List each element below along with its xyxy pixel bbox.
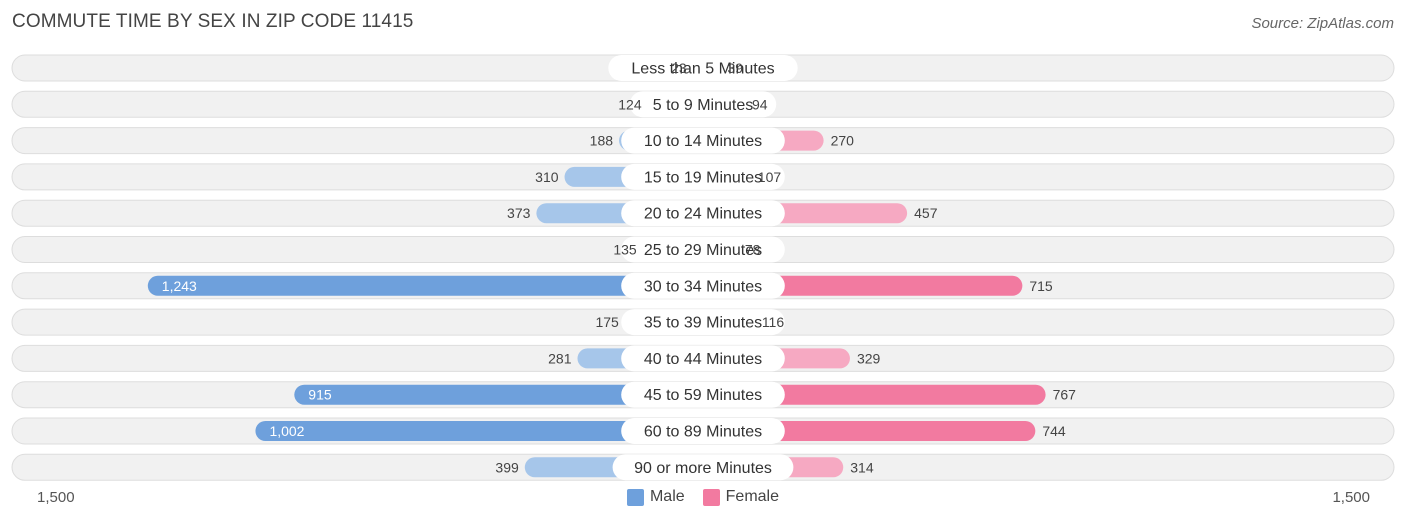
source-label: Source: ZipAtlas.com	[1251, 15, 1394, 32]
legend-male-label: Male	[649, 488, 685, 505]
female-value-label: 329	[857, 350, 881, 366]
male-value-label: 399	[495, 459, 519, 475]
legend: Male Female	[0, 488, 1406, 506]
category-label: 60 to 89 Minutes	[644, 424, 762, 441]
female-value-label: 457	[914, 205, 938, 221]
category-pill	[621, 127, 785, 154]
male-value-label: 188	[590, 133, 614, 149]
male-value-label: 1,243	[162, 278, 197, 294]
category-pill	[621, 163, 785, 190]
axis-right-label: 1,500	[1332, 489, 1370, 506]
female-value-label: 39	[727, 60, 743, 76]
male-value-label: 23	[671, 60, 687, 76]
female-value-label: 744	[1042, 423, 1066, 439]
chart-title: COMMUTE TIME BY SEX IN ZIP CODE 11415	[12, 11, 414, 32]
female-value-label: 94	[752, 96, 768, 112]
category-pill	[608, 55, 798, 81]
legend-item-male: Male	[626, 488, 685, 506]
male-bar	[294, 384, 713, 405]
category-pill	[629, 91, 777, 118]
male-value-label: 281	[548, 350, 572, 366]
category-pill	[621, 200, 785, 227]
category-label: 25 to 29 Minutes	[644, 242, 762, 259]
category-label: 10 to 14 Minutes	[644, 133, 762, 150]
male-value-label: 1,002	[269, 423, 304, 439]
category-label: 15 to 19 Minutes	[644, 169, 762, 186]
legend-item-female: Female	[702, 488, 780, 506]
female-value-label: 767	[1053, 387, 1077, 403]
category-pill	[621, 345, 785, 372]
category-label: 35 to 39 Minutes	[644, 315, 762, 332]
category-pill	[612, 454, 794, 481]
female-value-label: 314	[850, 459, 874, 475]
male-value-label: 373	[507, 205, 531, 221]
male-bar	[147, 275, 713, 296]
category-label: 40 to 44 Minutes	[644, 351, 762, 368]
male-swatch-icon	[626, 488, 644, 506]
male-value-label: 135	[613, 242, 637, 258]
category-pill	[621, 309, 785, 336]
male-value-label: 175	[595, 314, 619, 330]
female-value-label: 78	[745, 242, 761, 258]
male-value-label: 124	[618, 96, 642, 112]
male-bar	[255, 421, 713, 441]
category-pill	[621, 381, 785, 408]
male-value-label: 310	[535, 169, 559, 185]
category-label: 45 to 59 Minutes	[644, 387, 762, 404]
legend-female-label: Female	[725, 488, 780, 505]
category-label: 20 to 24 Minutes	[644, 206, 762, 223]
category-label: 5 to 9 Minutes	[653, 97, 754, 114]
category-pill	[621, 418, 785, 444]
male-value-label: 915	[308, 387, 332, 403]
category-pill	[621, 272, 785, 299]
axis-left-label: 1,500	[37, 489, 75, 506]
female-value-label: 715	[1029, 278, 1053, 294]
female-value-label: 116	[762, 314, 785, 330]
category-label: 90 or more Minutes	[634, 460, 772, 477]
category-label: Less than 5 Minutes	[631, 61, 774, 78]
female-value-label: 107	[758, 169, 782, 185]
female-swatch-icon	[702, 488, 720, 506]
female-value-label: 270	[831, 133, 855, 149]
category-label: 30 to 34 Minutes	[644, 278, 762, 295]
category-pill	[621, 236, 785, 263]
